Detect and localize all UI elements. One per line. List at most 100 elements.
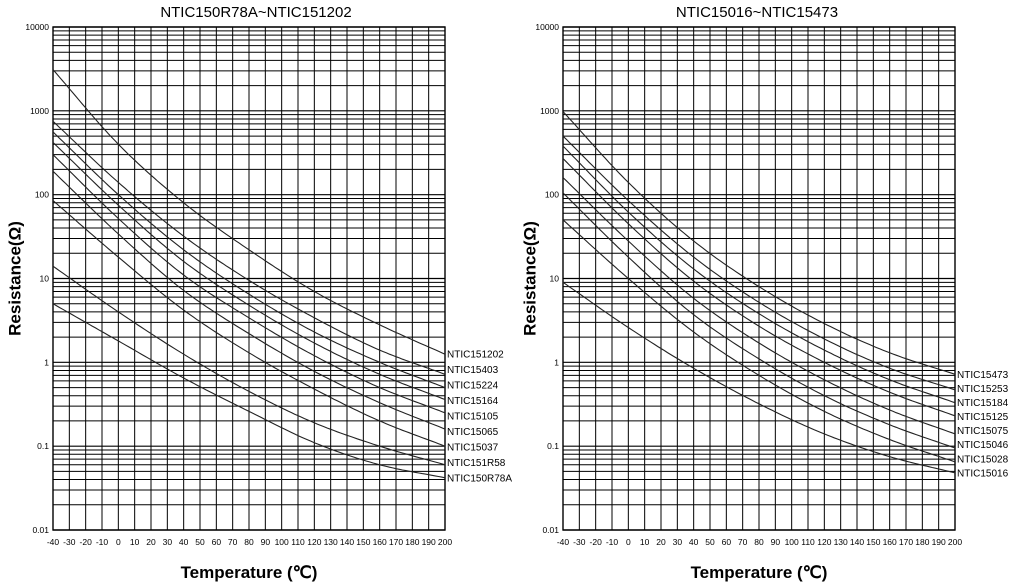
x-tick-label: -40: [557, 537, 570, 547]
grid: [52, 26, 446, 531]
series-line: [52, 131, 446, 389]
x-tick-label: 30: [163, 537, 173, 547]
x-tick-label: 80: [754, 537, 764, 547]
series-line: [562, 219, 956, 463]
series-label: NTIC15075: [957, 426, 1009, 437]
x-tick-label: -10: [606, 537, 619, 547]
x-tick-label: 70: [228, 537, 238, 547]
y-tick-label: 10000: [535, 22, 559, 32]
x-tick-label: 150: [356, 537, 370, 547]
series-label: NTIC15105: [447, 411, 499, 422]
grid: [562, 26, 956, 531]
x-tick-label: 190: [422, 537, 436, 547]
series-label: NTIC15473: [957, 370, 1009, 381]
x-axis-label: Temperature (℃): [181, 563, 318, 582]
y-tick-label: 1: [554, 357, 559, 367]
series-label: NTIC15403: [447, 365, 499, 376]
series-line: [52, 69, 446, 355]
x-tick-label: -30: [63, 537, 76, 547]
x-tick-label: 40: [179, 537, 189, 547]
x-tick-label: 150: [866, 537, 880, 547]
series-label: NTIC151R58: [447, 458, 506, 469]
x-tick-label: 70: [738, 537, 748, 547]
series-line: [562, 192, 956, 449]
x-tick-label: 160: [883, 537, 897, 547]
series-line: [562, 158, 956, 417]
plot-frame: [562, 26, 956, 531]
x-tick-label: 50: [195, 537, 205, 547]
x-tick-label: 180: [405, 537, 419, 547]
plot-frame: [52, 26, 446, 531]
x-tick-label: 180: [915, 537, 929, 547]
series-group: [52, 69, 446, 479]
x-tick-label: -20: [590, 537, 603, 547]
x-tick-label: 160: [373, 537, 387, 547]
y-tick-label: 0.1: [547, 441, 559, 451]
series-label: NTIC15046: [957, 440, 1009, 451]
x-tick-label: 140: [340, 537, 354, 547]
chart-title: NTIC150R78A~NTIC151202: [160, 4, 351, 21]
x-tick-label: 0: [116, 537, 121, 547]
x-tick-label: 130: [834, 537, 848, 547]
series-line: [562, 145, 956, 404]
x-tick-label: 200: [438, 537, 452, 547]
x-tick-label: 0: [626, 537, 631, 547]
chart-panel-right: NTIC15016~NTIC154731000010001001010.10.0…: [520, 4, 1008, 582]
y-tick-label: 1000: [30, 106, 49, 116]
series-line: [52, 303, 446, 479]
series-label: NTIC15184: [957, 398, 1009, 409]
x-tick-label: 100: [275, 537, 289, 547]
series-label: NTIC15065: [447, 427, 499, 438]
chart-title: NTIC15016~NTIC15473: [676, 4, 838, 21]
y-tick-label: 1000: [540, 106, 559, 116]
x-tick-label: 130: [324, 537, 338, 547]
series-line: [52, 200, 446, 447]
x-tick-label: 80: [244, 537, 254, 547]
y-tick-label: 0.01: [542, 525, 559, 535]
x-tick-label: 60: [722, 537, 732, 547]
y-tick-label: 100: [35, 190, 49, 200]
x-tick-label: 100: [785, 537, 799, 547]
series-line: [52, 120, 446, 375]
series-label: NTIC15037: [447, 442, 499, 453]
series-line: [52, 265, 446, 466]
x-tick-label: 170: [389, 537, 403, 547]
chart-panel-left: NTIC150R78A~NTIC1512021000010001001010.1…: [5, 4, 512, 582]
x-tick-label: -30: [573, 537, 586, 547]
y-axis-label: Resistance(Ω): [520, 221, 539, 336]
x-tick-label: 90: [261, 537, 271, 547]
y-tick-label: 10000: [25, 22, 49, 32]
series-line: [562, 135, 956, 391]
series-line: [562, 177, 956, 435]
x-tick-label: -20: [80, 537, 93, 547]
series-group: [562, 111, 956, 474]
x-tick-label: 60: [212, 537, 222, 547]
x-tick-label: 190: [932, 537, 946, 547]
y-axis-label: Resistance(Ω): [5, 221, 24, 336]
x-tick-label: 90: [771, 537, 781, 547]
series-label: NTIC150R78A: [447, 473, 512, 484]
series-line: [52, 142, 446, 401]
series-line: [562, 281, 956, 474]
x-tick-label: -40: [47, 537, 60, 547]
series-line: [52, 170, 446, 430]
x-tick-label: 40: [689, 537, 699, 547]
x-tick-label: -10: [96, 537, 109, 547]
x-axis-label: Temperature (℃): [691, 563, 828, 582]
x-tick-label: 200: [948, 537, 962, 547]
x-tick-label: 140: [850, 537, 864, 547]
series-label: NTIC15253: [957, 384, 1009, 395]
series-label: NTIC15164: [447, 396, 499, 407]
x-tick-label: 30: [673, 537, 683, 547]
y-tick-label: 10: [40, 274, 50, 284]
series-label: NTIC151202: [447, 350, 504, 361]
x-tick-label: 20: [656, 537, 666, 547]
x-tick-label: 120: [817, 537, 831, 547]
y-tick-label: 10: [550, 274, 560, 284]
y-tick-label: 0.1: [37, 441, 49, 451]
x-tick-label: 50: [705, 537, 715, 547]
y-tick-label: 100: [545, 190, 559, 200]
series-line: [562, 111, 956, 375]
x-tick-label: 110: [291, 537, 305, 547]
